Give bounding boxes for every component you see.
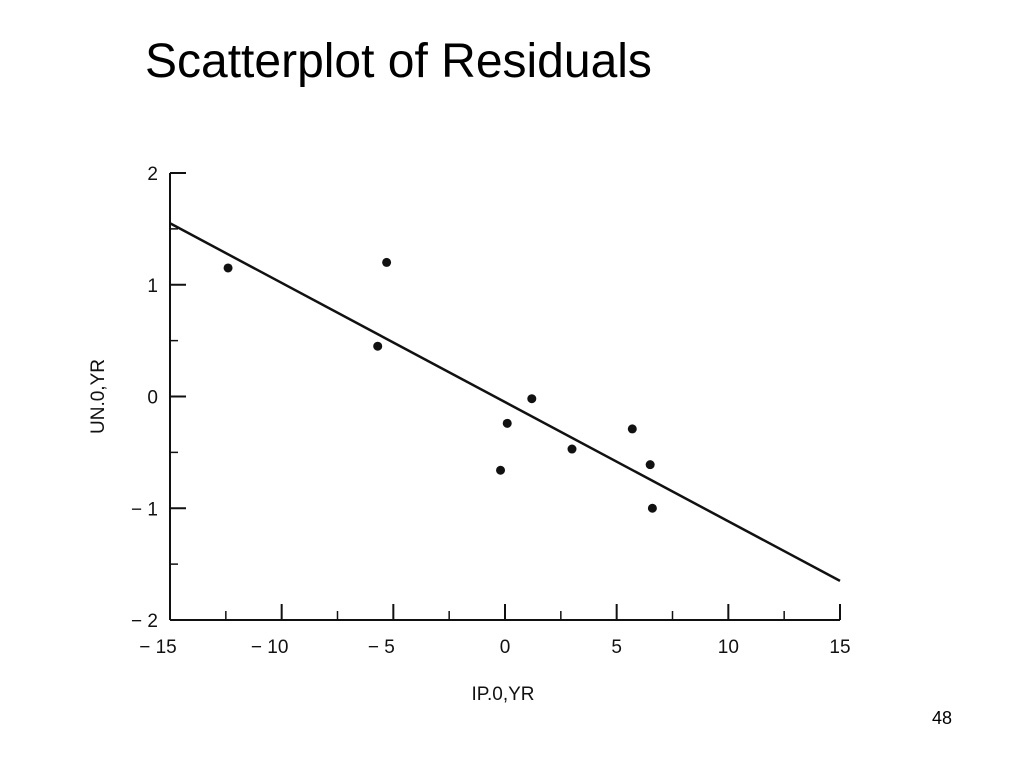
- data-point: [627, 424, 637, 434]
- y-tick-label: − 2: [131, 611, 158, 632]
- data-point: [527, 394, 537, 404]
- x-tick-label: − 5: [368, 637, 395, 658]
- x-tick-label: 10: [718, 637, 739, 658]
- data-point: [382, 257, 392, 267]
- x-tick-label: 0: [500, 637, 511, 658]
- y-tick-label: − 1: [131, 499, 158, 520]
- slide-title: Scatterplot of Residuals: [145, 35, 652, 88]
- data-point: [223, 263, 233, 273]
- y-tick-label: 1: [147, 276, 158, 297]
- regression-line: [169, 222, 841, 582]
- data-point: [645, 460, 655, 470]
- x-tick-label: − 10: [251, 637, 289, 658]
- slide-number: 48: [932, 708, 953, 728]
- y-axis-title: UN.0,YR: [88, 359, 109, 434]
- x-tick-label: 5: [611, 637, 622, 658]
- data-point: [496, 465, 506, 475]
- data-point: [373, 341, 383, 351]
- x-tick-label: 15: [829, 637, 850, 658]
- x-tick-label: − 15: [139, 637, 177, 658]
- data-point: [502, 418, 512, 428]
- data-point: [647, 503, 657, 513]
- y-tick-label: 0: [147, 388, 158, 409]
- x-axis-title: IP.0,YR: [471, 684, 534, 705]
- data-point: [567, 444, 577, 454]
- y-tick-label: 2: [147, 164, 158, 185]
